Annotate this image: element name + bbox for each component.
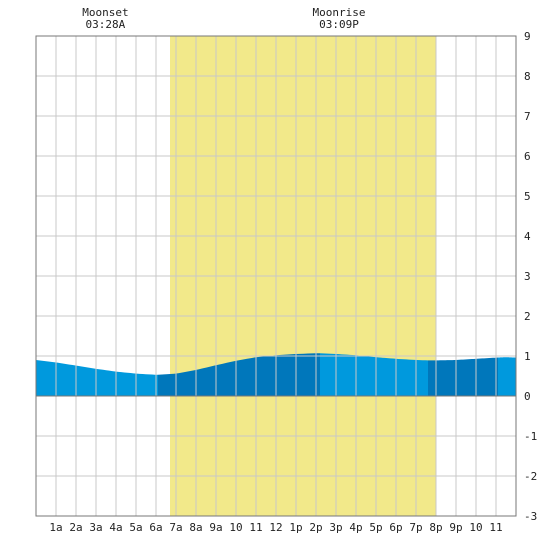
y-tick-label: 4 [524, 230, 531, 243]
tide-band-2 [158, 353, 320, 396]
tide-band-3 [320, 353, 428, 396]
y-tick-label: 0 [524, 390, 531, 403]
x-tick-label: 7p [409, 521, 422, 534]
y-tick-label: 2 [524, 310, 531, 323]
x-tick-label: 4a [109, 521, 122, 534]
moonset-label: Moonset [82, 6, 128, 19]
x-tick-label: 5p [369, 521, 382, 534]
x-tick-label: 6p [389, 521, 402, 534]
x-tick-label: 6a [149, 521, 162, 534]
y-tick-label: 6 [524, 150, 531, 163]
tide-band-5 [498, 357, 516, 396]
y-tick-label: -3 [524, 510, 537, 523]
y-tick-label: -1 [524, 430, 537, 443]
x-tick-label: 7a [169, 521, 182, 534]
x-tick-label: 10 [469, 521, 482, 534]
x-tick-label: 1a [49, 521, 62, 534]
y-tick-label: 7 [524, 110, 531, 123]
y-tick-label: -2 [524, 470, 537, 483]
x-tick-label: 3a [89, 521, 102, 534]
x-tick-label: 12 [269, 521, 282, 534]
x-tick-label: 2p [309, 521, 322, 534]
moonset-time: 03:28A [86, 18, 126, 31]
y-tick-label: 8 [524, 70, 531, 83]
plot-frame [35, 35, 517, 517]
x-tick-label: 2a [69, 521, 82, 534]
y-tick-label: 9 [524, 30, 531, 43]
x-tick-label: 9a [209, 521, 222, 534]
y-tick-label: 1 [524, 350, 531, 363]
x-tick-label: 8p [429, 521, 442, 534]
x-tick-label: 1p [289, 521, 302, 534]
y-tick-label: 5 [524, 190, 531, 203]
y-tick-label: 3 [524, 270, 531, 283]
x-tick-label: 11 [489, 521, 502, 534]
x-tick-label: 11 [249, 521, 262, 534]
x-tick-label: 10 [229, 521, 242, 534]
moonrise-time: 03:09P [319, 18, 359, 31]
x-tick-label: 3p [329, 521, 342, 534]
x-tick-label: 9p [449, 521, 462, 534]
tide-band-4 [428, 357, 498, 396]
x-tick-label: 5a [129, 521, 142, 534]
x-tick-label: 8a [189, 521, 202, 534]
moonrise-label: Moonrise [313, 6, 366, 19]
x-tick-label: 4p [349, 521, 362, 534]
tide-band-1 [36, 360, 158, 396]
